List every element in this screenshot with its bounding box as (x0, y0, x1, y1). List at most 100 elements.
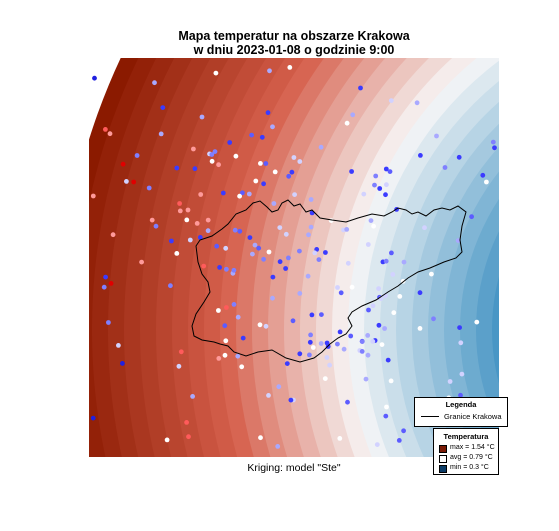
station-point (397, 294, 403, 299)
station-point (110, 232, 116, 238)
station-point (288, 397, 294, 403)
station-point (177, 201, 183, 206)
station-point (345, 399, 350, 405)
station-point (414, 100, 420, 106)
station-point (272, 169, 278, 175)
station-point (212, 149, 218, 155)
station-point (376, 286, 381, 291)
station-point (383, 413, 389, 419)
kriging-band (476, 231, 499, 429)
station-point (265, 110, 271, 116)
station-point (322, 376, 328, 381)
station-point (237, 193, 243, 199)
station-point (246, 191, 252, 197)
station-point (270, 295, 275, 301)
station-point (277, 259, 283, 265)
station-point (256, 245, 262, 251)
station-point (101, 284, 107, 290)
station-point (383, 192, 388, 198)
station-point (318, 341, 324, 346)
station-point (297, 159, 303, 164)
station-point (177, 208, 183, 214)
station-point (247, 235, 253, 241)
station-point (152, 80, 157, 86)
station-point (235, 353, 241, 359)
station-point (149, 217, 155, 223)
station-point (233, 153, 239, 159)
station-point (209, 152, 215, 157)
station-point (349, 169, 354, 174)
station-point (227, 140, 233, 145)
station-point (383, 258, 389, 264)
station-point (213, 70, 219, 76)
station-point (103, 274, 108, 280)
station-point (434, 133, 439, 139)
boundary-legend-label: Granice Krakowa (444, 412, 502, 421)
station-point (216, 356, 222, 361)
station-point (252, 242, 258, 248)
station-point (275, 444, 281, 449)
station-point (361, 191, 367, 197)
station-point (474, 319, 480, 325)
station-point (376, 322, 382, 328)
station-point (267, 68, 272, 74)
station-point (377, 186, 383, 191)
station-point (384, 182, 389, 188)
station-point (92, 75, 97, 81)
station-point (240, 335, 246, 341)
station-point (186, 434, 191, 440)
max-swatch (439, 445, 447, 453)
station-point (455, 238, 461, 244)
station-point (337, 436, 343, 441)
map-title-line2: w dniu 2023-01-08 o godzinie 9:00 (193, 43, 395, 57)
station-point (120, 161, 126, 167)
station-point (224, 266, 229, 272)
station-point (270, 124, 275, 130)
station-point (387, 169, 393, 175)
station-point (160, 105, 166, 110)
station-point (366, 307, 371, 313)
station-point (108, 281, 114, 286)
station-point (363, 376, 369, 382)
station-point (344, 120, 350, 126)
station-point (337, 329, 343, 335)
station-point (396, 438, 402, 443)
station-point (358, 85, 363, 91)
station-point (124, 179, 129, 184)
station-point (459, 371, 465, 377)
station-point (191, 146, 196, 152)
station-point (287, 65, 293, 70)
station-point (341, 346, 347, 352)
station-point (291, 155, 297, 160)
station-point (297, 351, 303, 357)
station-point (371, 223, 376, 229)
station-point (231, 267, 237, 273)
station-point (257, 322, 263, 328)
min-label: min = 0.3 °C (450, 464, 489, 471)
station-point (266, 393, 271, 398)
station-point (307, 339, 313, 345)
station-point (383, 166, 389, 172)
station-point (217, 265, 223, 270)
temperature-legend-title: Temperatura (443, 432, 489, 441)
station-point (284, 361, 290, 366)
station-point (390, 272, 396, 277)
station-point (382, 326, 387, 331)
station-point (289, 169, 295, 175)
station-point (297, 291, 303, 296)
station-point (305, 273, 311, 279)
station-point (231, 302, 237, 307)
station-point (490, 139, 496, 145)
station-point (261, 256, 266, 262)
station-point (190, 394, 196, 399)
station-point (389, 250, 394, 256)
krakow-boundary (191, 199, 467, 363)
station-point (198, 192, 204, 197)
station-point (194, 221, 200, 226)
station-point (323, 250, 328, 255)
map-title: Mapa temperatur na obszarze Krakowa w dn… (89, 29, 499, 57)
station-point (187, 237, 193, 243)
station-point (286, 255, 291, 261)
station-point (106, 320, 111, 325)
